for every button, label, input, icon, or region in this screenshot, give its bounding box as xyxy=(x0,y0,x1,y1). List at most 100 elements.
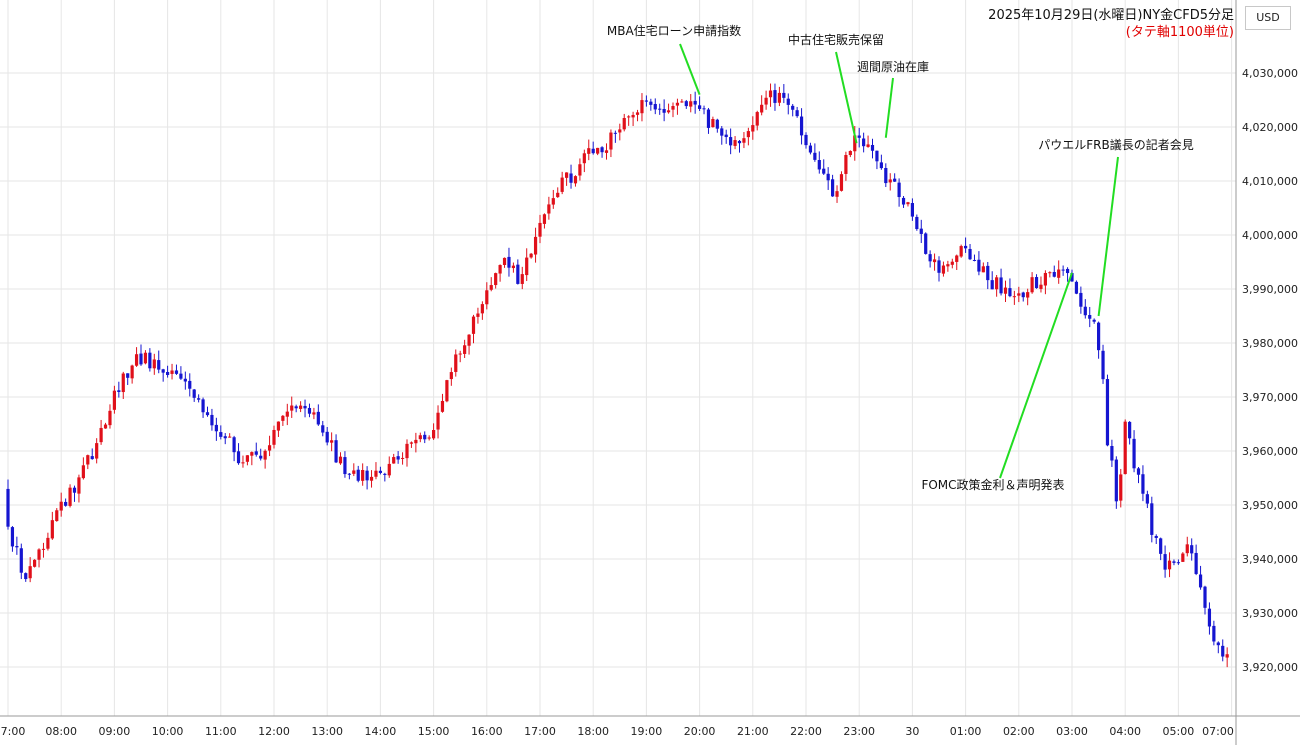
candle xyxy=(1092,318,1096,324)
candle xyxy=(174,364,179,375)
candle xyxy=(1008,278,1012,298)
candle xyxy=(831,174,835,197)
candle xyxy=(143,350,148,365)
candle xyxy=(414,432,418,453)
candle xyxy=(440,393,445,413)
candle xyxy=(755,110,759,131)
candle xyxy=(86,454,90,470)
candle xyxy=(604,143,609,160)
candle xyxy=(715,118,719,133)
candle xyxy=(1154,534,1158,544)
candle xyxy=(578,158,582,181)
candle xyxy=(259,448,263,461)
candle xyxy=(955,254,959,271)
candle xyxy=(205,406,210,417)
currency-button[interactable]: USD xyxy=(1245,6,1291,30)
annotation-label: FOMC政策金利＆声明発表 xyxy=(921,477,1064,492)
candle xyxy=(197,394,201,403)
candle xyxy=(995,275,999,297)
candle xyxy=(55,508,59,522)
candle xyxy=(134,347,139,367)
x-tick-label: 11:00 xyxy=(205,725,237,738)
candle xyxy=(901,195,906,208)
candle xyxy=(937,256,941,282)
candle xyxy=(392,453,396,464)
candle xyxy=(1216,641,1220,654)
candle xyxy=(46,532,50,551)
candle xyxy=(1198,565,1203,590)
candle xyxy=(1203,585,1207,615)
y-tick-label: 4,000,000 xyxy=(1242,229,1298,242)
candle xyxy=(374,462,378,480)
candle xyxy=(1088,306,1092,328)
x-tick-label: 05:00 xyxy=(1163,725,1195,738)
candle xyxy=(613,130,617,143)
candle xyxy=(799,108,804,145)
candle xyxy=(990,271,994,290)
candle xyxy=(108,404,112,429)
candle xyxy=(480,301,484,320)
candle xyxy=(946,260,950,272)
candle xyxy=(272,425,276,449)
candle xyxy=(356,465,360,483)
candle xyxy=(932,253,937,271)
annotation-label: MBA住宅ローン申請指数 xyxy=(607,23,741,38)
candle xyxy=(236,443,241,465)
candle xyxy=(768,83,773,107)
candles xyxy=(6,83,1229,668)
candle xyxy=(653,98,657,115)
candle xyxy=(436,405,440,439)
candle xyxy=(1159,537,1163,561)
candle xyxy=(494,272,498,289)
candle xyxy=(622,113,626,132)
candle xyxy=(228,433,232,438)
candle xyxy=(1026,288,1030,306)
candle xyxy=(1128,421,1132,445)
x-tick-label: 21:00 xyxy=(737,725,769,738)
candle xyxy=(981,262,985,273)
x-tick-label: 09:00 xyxy=(99,725,131,738)
candle xyxy=(405,439,409,467)
x-tick-label: 22:00 xyxy=(790,725,822,738)
candle xyxy=(223,433,227,445)
candle xyxy=(161,368,165,382)
candle xyxy=(334,434,338,464)
candle xyxy=(999,268,1003,296)
candle xyxy=(671,102,675,118)
candle xyxy=(1190,538,1194,561)
candle xyxy=(338,452,343,465)
candle xyxy=(276,421,281,437)
annotation-label: 中古住宅販売保留 xyxy=(788,32,884,47)
candle xyxy=(587,139,591,161)
annotation-pointer xyxy=(999,272,1073,479)
candle xyxy=(1150,496,1154,543)
candle xyxy=(928,250,932,268)
candle xyxy=(1172,559,1176,566)
candle xyxy=(689,94,693,113)
annotations: MBA住宅ローン申請指数中古住宅販売保留週間原油在庫パウエルFRB議長の記者会見… xyxy=(607,23,1194,492)
candle xyxy=(972,254,977,262)
candle xyxy=(968,243,972,261)
candle xyxy=(658,103,662,115)
candle xyxy=(37,548,41,568)
candle xyxy=(893,173,897,182)
candle xyxy=(1012,290,1016,305)
grid xyxy=(0,0,1236,716)
candle xyxy=(152,353,156,375)
candle xyxy=(569,164,573,189)
x-tick-label: 15:00 xyxy=(418,725,450,738)
candle xyxy=(214,417,218,441)
x-tick-label: 12:00 xyxy=(258,725,290,738)
candle xyxy=(201,397,205,418)
candle xyxy=(28,557,32,583)
candle xyxy=(1061,265,1065,276)
candle xyxy=(866,135,870,148)
candle xyxy=(706,107,711,134)
candle xyxy=(1079,286,1083,314)
annotation-label: 週間原油在庫 xyxy=(857,60,929,74)
chart-title: 2025年10月29日(水曜日)NY金CFD5分足 xyxy=(988,8,1234,23)
candle xyxy=(290,396,294,418)
candle xyxy=(179,366,183,380)
candle xyxy=(387,456,391,478)
candle xyxy=(418,432,422,443)
